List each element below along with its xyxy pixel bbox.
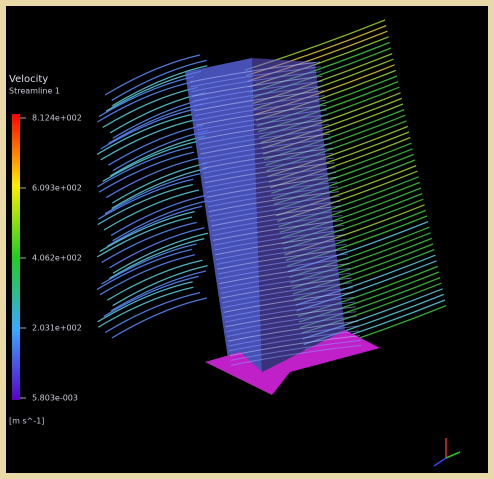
streamline bbox=[108, 125, 203, 165]
color-bar bbox=[12, 114, 20, 400]
tick-label: 6.093e+002 bbox=[32, 184, 82, 193]
streamline bbox=[107, 260, 202, 300]
tick-label: 4.062e+002 bbox=[32, 254, 82, 263]
axis-triad bbox=[434, 438, 460, 466]
streamline bbox=[104, 190, 199, 230]
legend-subtitle: Streamline 1 bbox=[9, 87, 60, 96]
render: Velocity Streamline 1 8.124e+002 6.093e+0… bbox=[6, 6, 488, 473]
streamline bbox=[98, 287, 193, 327]
legend-title: Velocity bbox=[9, 74, 48, 85]
streamline bbox=[109, 239, 204, 279]
tick-label: 2.031e+002 bbox=[32, 324, 82, 333]
legend-ticks: 8.124e+002 6.093e+002 4.062e+002 2.031e+002… bbox=[20, 114, 82, 403]
tick-label: 5.803e-003 bbox=[32, 394, 78, 403]
viewport: Velocity Streamline 1 8.124e+002 6.093e+0… bbox=[0, 0, 494, 479]
streamline bbox=[105, 293, 200, 333]
tick-label: 8.124e+002 bbox=[32, 114, 82, 123]
streamline bbox=[111, 195, 206, 235]
legend-unit: [m s^-1] bbox=[9, 417, 44, 426]
